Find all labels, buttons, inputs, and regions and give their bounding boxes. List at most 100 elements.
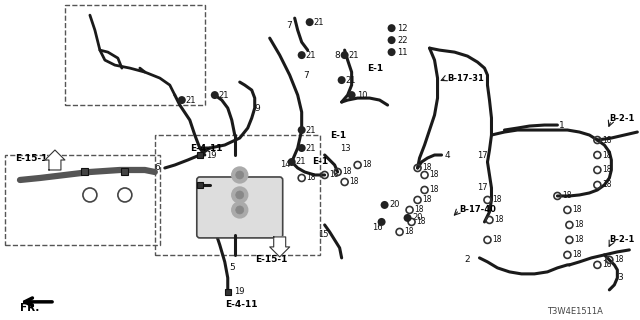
Bar (122, 169, 129, 175)
Text: 18: 18 (495, 215, 504, 224)
Text: 18: 18 (493, 196, 502, 204)
Text: 18: 18 (363, 161, 372, 170)
Circle shape (298, 144, 306, 152)
Text: 18: 18 (422, 196, 432, 204)
Circle shape (178, 96, 186, 104)
Text: 6: 6 (155, 164, 161, 172)
Text: B-2-1: B-2-1 (609, 114, 635, 123)
Text: 3: 3 (618, 273, 623, 282)
Text: T3W4E1511A: T3W4E1511A (547, 307, 604, 316)
Text: E-1: E-1 (312, 157, 328, 166)
Bar (196, 152, 203, 158)
Circle shape (288, 158, 296, 166)
Text: 2: 2 (465, 255, 470, 264)
Text: 20: 20 (390, 200, 400, 210)
Text: B-2-1: B-2-1 (609, 236, 635, 244)
Text: 19: 19 (234, 287, 244, 296)
Circle shape (232, 167, 248, 183)
Text: 19: 19 (206, 180, 216, 189)
Bar (196, 182, 203, 188)
Text: 21: 21 (296, 157, 306, 166)
Text: 18: 18 (602, 150, 612, 159)
Bar (155, 135, 319, 255)
Circle shape (298, 126, 306, 134)
Text: 13: 13 (340, 143, 350, 153)
Text: 18: 18 (602, 260, 612, 269)
Text: 18: 18 (422, 164, 432, 172)
Circle shape (211, 91, 219, 99)
Text: 18: 18 (415, 205, 424, 214)
Text: 18: 18 (330, 171, 339, 180)
Circle shape (388, 24, 396, 32)
Text: B-17-31: B-17-31 (447, 74, 484, 83)
Text: FR.: FR. (20, 303, 39, 313)
Text: 18: 18 (307, 173, 316, 182)
Text: 21: 21 (219, 91, 229, 100)
Text: 18: 18 (602, 180, 612, 189)
Bar (225, 289, 231, 295)
Text: 18: 18 (349, 178, 359, 187)
Text: 21: 21 (346, 76, 356, 84)
Text: E-4-11: E-4-11 (190, 143, 222, 153)
Text: E-1: E-1 (330, 131, 346, 140)
Text: 18: 18 (417, 217, 426, 227)
Circle shape (378, 218, 385, 226)
Text: 18: 18 (572, 250, 582, 260)
Text: 18: 18 (614, 255, 624, 264)
FancyBboxPatch shape (196, 177, 283, 238)
Text: 7: 7 (303, 71, 309, 80)
Text: E-4-11: E-4-11 (225, 300, 257, 309)
Text: 21: 21 (314, 18, 324, 27)
Polygon shape (45, 150, 65, 170)
Bar (81, 169, 88, 175)
Text: B-17-40: B-17-40 (460, 205, 497, 214)
Text: 18: 18 (574, 220, 584, 229)
Polygon shape (269, 237, 290, 257)
Text: 21: 21 (306, 51, 316, 60)
Text: 20: 20 (413, 213, 423, 222)
Text: E-1: E-1 (367, 64, 384, 73)
Circle shape (232, 187, 248, 203)
Text: 11: 11 (397, 48, 408, 57)
Text: 17: 17 (477, 183, 488, 192)
Text: 18: 18 (404, 228, 414, 236)
Text: 21: 21 (306, 125, 316, 134)
Circle shape (404, 214, 412, 222)
Text: 8: 8 (335, 51, 340, 60)
Text: E-15-1: E-15-1 (15, 154, 47, 163)
Text: 22: 22 (397, 36, 408, 44)
Text: 18: 18 (342, 167, 352, 177)
Text: 15: 15 (317, 230, 328, 239)
Circle shape (388, 36, 396, 44)
Circle shape (340, 51, 349, 59)
Text: 18: 18 (493, 236, 502, 244)
Circle shape (236, 191, 244, 199)
Circle shape (298, 51, 306, 59)
Text: 18: 18 (572, 205, 582, 214)
Circle shape (236, 206, 244, 214)
Text: 9: 9 (255, 104, 260, 113)
Text: 5: 5 (230, 263, 236, 272)
Text: 21: 21 (349, 51, 359, 60)
Circle shape (306, 18, 314, 26)
Text: 7: 7 (287, 21, 292, 30)
Circle shape (388, 48, 396, 56)
Text: 21: 21 (186, 96, 196, 105)
Text: 19: 19 (206, 150, 216, 159)
Text: 12: 12 (397, 24, 408, 33)
Text: 16: 16 (372, 223, 382, 232)
Text: 18: 18 (602, 165, 612, 174)
Text: 18: 18 (563, 191, 572, 200)
Text: 18: 18 (429, 171, 439, 180)
Circle shape (232, 202, 248, 218)
Bar (65, 5, 205, 105)
Text: 10: 10 (356, 91, 367, 100)
Text: 18: 18 (429, 186, 439, 195)
Circle shape (348, 91, 356, 99)
Bar (5, 155, 160, 245)
Text: 18: 18 (574, 236, 584, 244)
Circle shape (236, 171, 244, 179)
Text: 14: 14 (280, 161, 290, 170)
Circle shape (338, 76, 346, 84)
Text: 21: 21 (306, 143, 316, 153)
